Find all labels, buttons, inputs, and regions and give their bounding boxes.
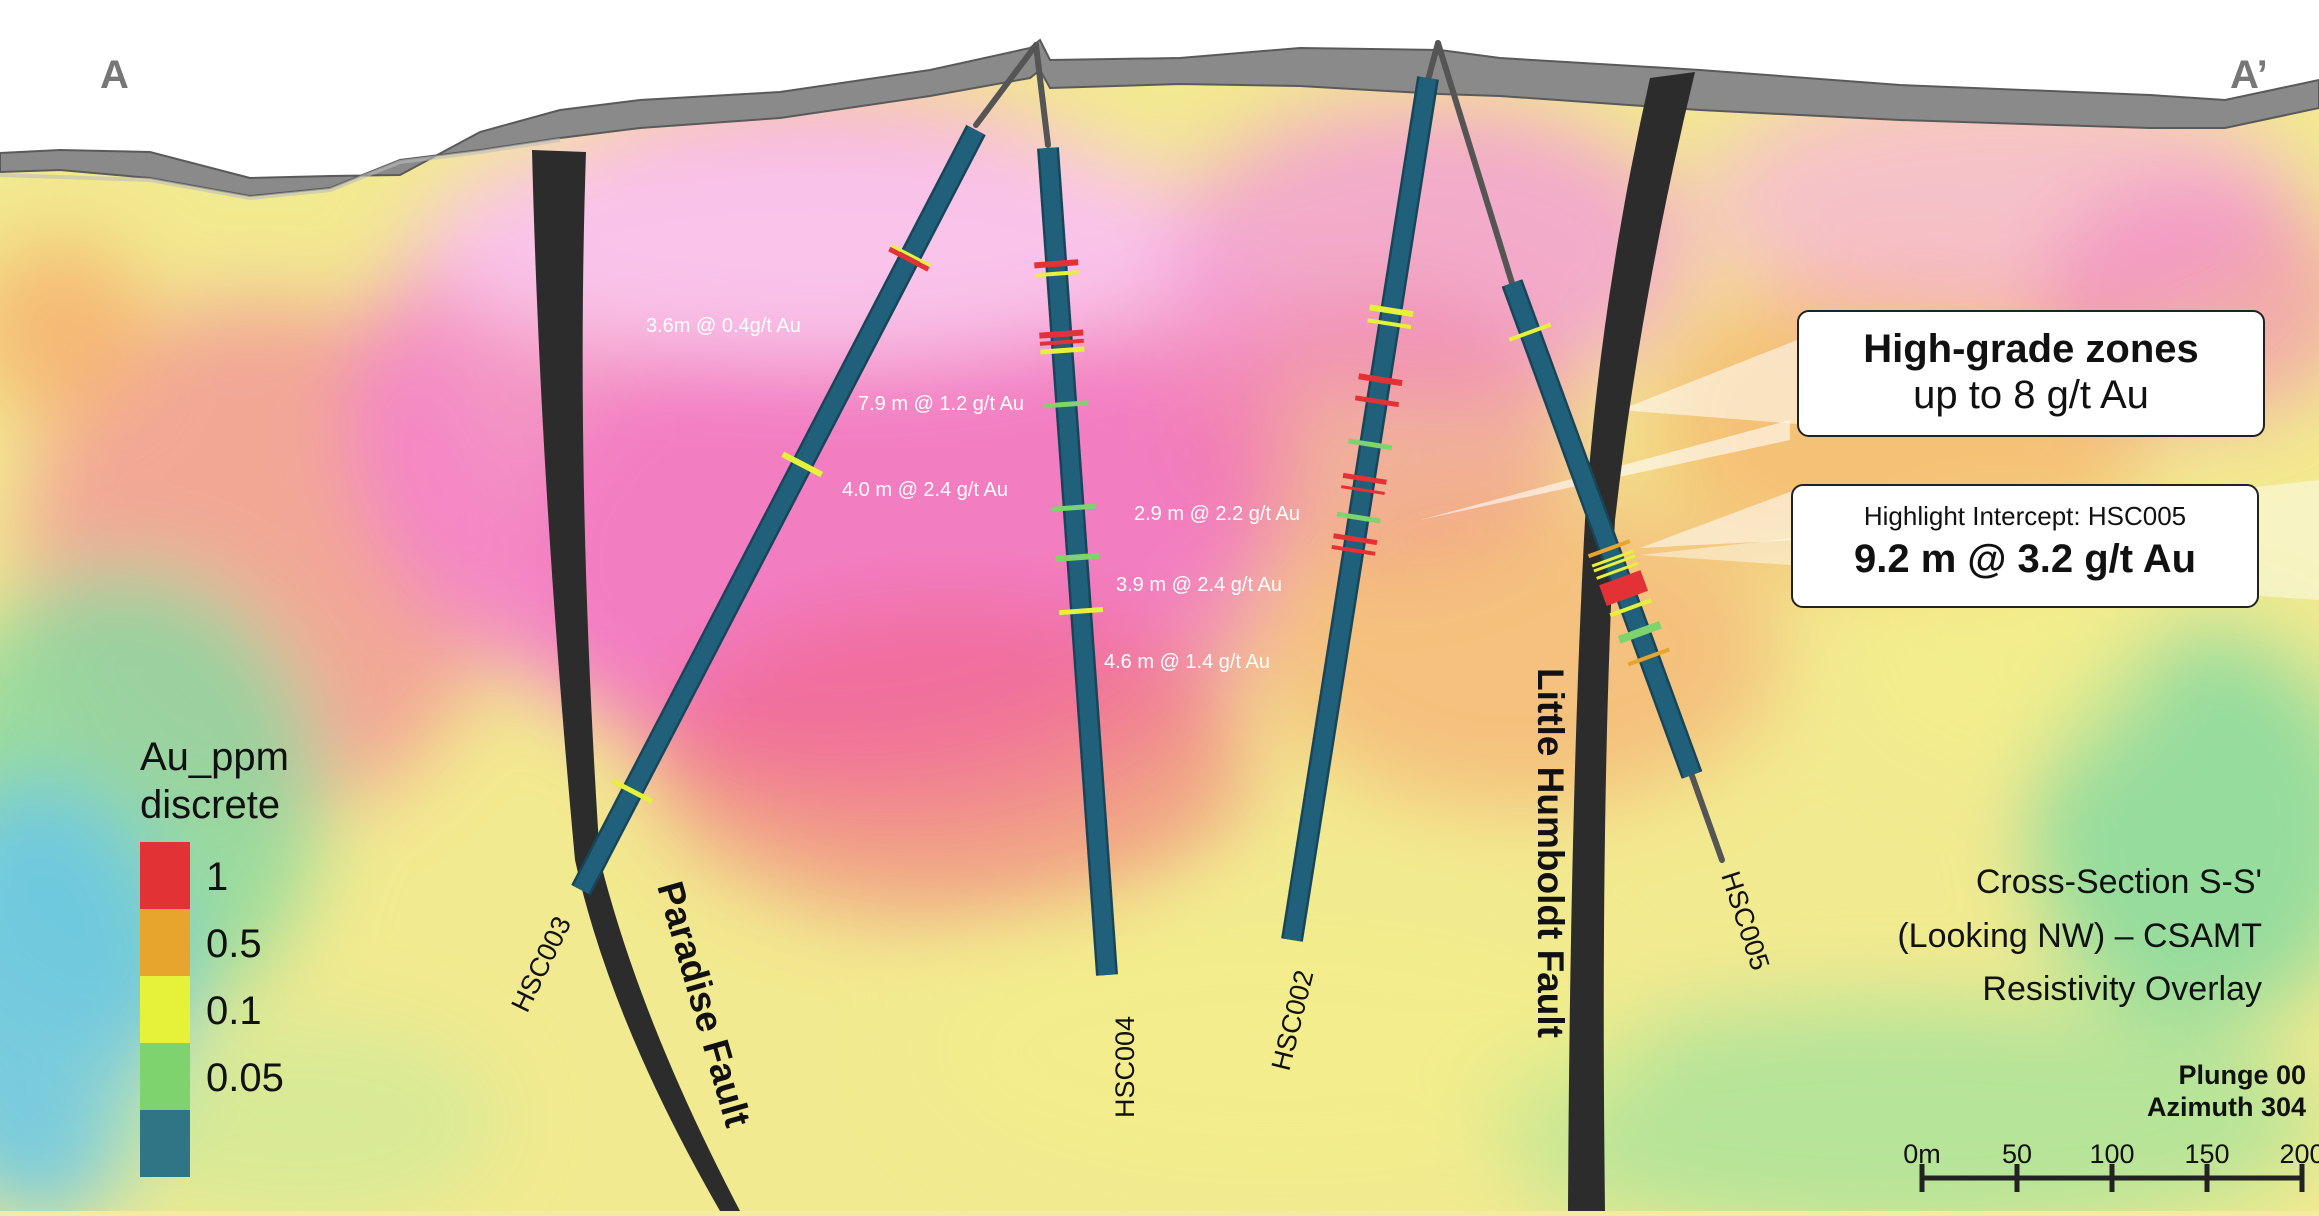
faults	[532, 72, 1695, 1211]
high-grade-title: High-grade zones	[1863, 327, 2199, 371]
section-end-a-prime: A’	[2230, 53, 2268, 97]
section-end-a: A	[100, 53, 129, 97]
legend-title-line2: discrete	[140, 783, 280, 827]
legend-label: 0.5	[206, 922, 262, 966]
assay-interval-mark	[1336, 511, 1381, 524]
scale-bar: 0m 50 100 150 200	[1903, 1139, 2319, 1192]
assay-interval-mark	[781, 451, 824, 478]
assay-interval-mark	[1593, 554, 1636, 573]
plunge-text: Plunge 00	[2178, 1060, 2306, 1090]
intercept-label: 4.6 m @ 1.4 g/t Au	[1104, 651, 1270, 673]
legend-swatch	[140, 1043, 190, 1110]
paradise-fault-trace	[532, 150, 740, 1211]
legend-swatch	[140, 976, 190, 1043]
scale-label: 150	[2184, 1139, 2229, 1169]
legend-label: 0.05	[206, 1056, 284, 1100]
intercept-label: 2.9 m @ 2.2 g/t Au	[1134, 503, 1300, 525]
assay-interval-mark	[1367, 318, 1412, 330]
scale-label: 0m	[1903, 1139, 1941, 1169]
legend-swatch	[140, 909, 190, 976]
assay-interval-mark	[1627, 647, 1671, 667]
assay-interval-mark	[1333, 533, 1378, 546]
assay-interval-mark	[1599, 570, 1649, 606]
assay-interval-mark	[1358, 373, 1403, 387]
section-title-line1: Cross-Section S-S'	[1976, 863, 2262, 901]
assay-interval-mark	[1058, 607, 1104, 616]
assay-interval-mark	[1039, 338, 1084, 346]
assay-interval-mark	[1039, 329, 1084, 339]
assay-interval-mark	[1034, 259, 1079, 269]
assay-interval-mark	[611, 778, 654, 804]
section-title-line3: Resistivity Overlay	[1982, 970, 2262, 1008]
assay-interval-mark	[888, 246, 930, 272]
azimuth-text: Azimuth 304	[2147, 1092, 2306, 1122]
scale-label: 200	[2279, 1139, 2319, 1169]
assay-interval-mark	[1348, 438, 1393, 451]
assay-interval-mark	[1044, 400, 1089, 409]
intercept-label: 3.6m @ 0.4g/t Au	[646, 315, 801, 337]
highlight-value: 9.2 m @ 3.2 g/t Au	[1853, 537, 2197, 581]
legend: Au_ppm discrete 1 0.5 0.1 0.05	[140, 735, 289, 1177]
intercept-labels: 3.6m @ 0.4g/t Au 7.9 m @ 1.2 g/t Au 4.0 …	[646, 315, 1300, 673]
highlight-intercept-callout: Highlight Intercept: HSC005 9.2 m @ 3.2 …	[1791, 484, 2259, 608]
assay-interval-mark	[1034, 270, 1080, 278]
drill-collars	[973, 40, 1725, 863]
section-title: Cross-Section S-S' (Looking NW) – CSAMT …	[1897, 863, 2262, 1008]
assay-intervals	[611, 243, 1671, 804]
assay-interval-mark	[1354, 395, 1400, 408]
assay-interval-mark	[1341, 485, 1385, 495]
assay-interval-mark	[1591, 549, 1634, 568]
legend-swatch	[140, 1110, 190, 1177]
assay-interval-mark	[1587, 539, 1631, 559]
orientation: Plunge 00 Azimuth 304	[2147, 1060, 2306, 1122]
intercept-label: 3.9 m @ 2.4 g/t Au	[1116, 574, 1282, 596]
high-grade-subtitle: up to 8 g/t Au	[1913, 373, 2149, 417]
assay-interval-mark	[1609, 598, 1653, 618]
section-title-line2: (Looking NW) – CSAMT	[1897, 917, 2262, 955]
intercept-label: 4.0 m @ 2.4 g/t Au	[842, 479, 1008, 501]
assay-interval-mark	[1051, 503, 1096, 512]
intercept-label: 7.9 m @ 1.2 g/t Au	[858, 393, 1024, 415]
little-humboldt-fault-label: Little Humboldt Fault	[1530, 668, 1571, 1038]
assay-interval-mark	[1055, 552, 1100, 562]
scale-label: 100	[2089, 1139, 2134, 1169]
drillhole-label-hsc004: HSC004	[1110, 1016, 1140, 1118]
legend-label: 0.1	[206, 989, 262, 1033]
assay-interval-mark	[1331, 544, 1376, 556]
assay-interval-mark	[1617, 621, 1662, 644]
scale-label: 50	[2002, 1139, 2032, 1169]
assay-interval-mark	[1369, 304, 1414, 318]
sky-area	[0, 0, 2319, 178]
assay-interval-mark	[890, 243, 932, 267]
highlight-label: Highlight Intercept: HSC005	[1863, 501, 2187, 531]
legend-title-line1: Au_ppm	[140, 735, 289, 779]
assay-interval-mark	[1596, 561, 1639, 580]
assay-interval-mark	[1508, 322, 1552, 342]
high-grade-zones-callout: High-grade zones up to 8 g/t Au	[1797, 310, 2265, 437]
little-humboldt-fault-trace	[1568, 72, 1695, 1211]
assay-interval-mark	[1040, 346, 1085, 355]
legend-swatch	[140, 842, 190, 909]
legend-label: 1	[206, 855, 228, 899]
assay-interval-mark	[1342, 472, 1387, 485]
